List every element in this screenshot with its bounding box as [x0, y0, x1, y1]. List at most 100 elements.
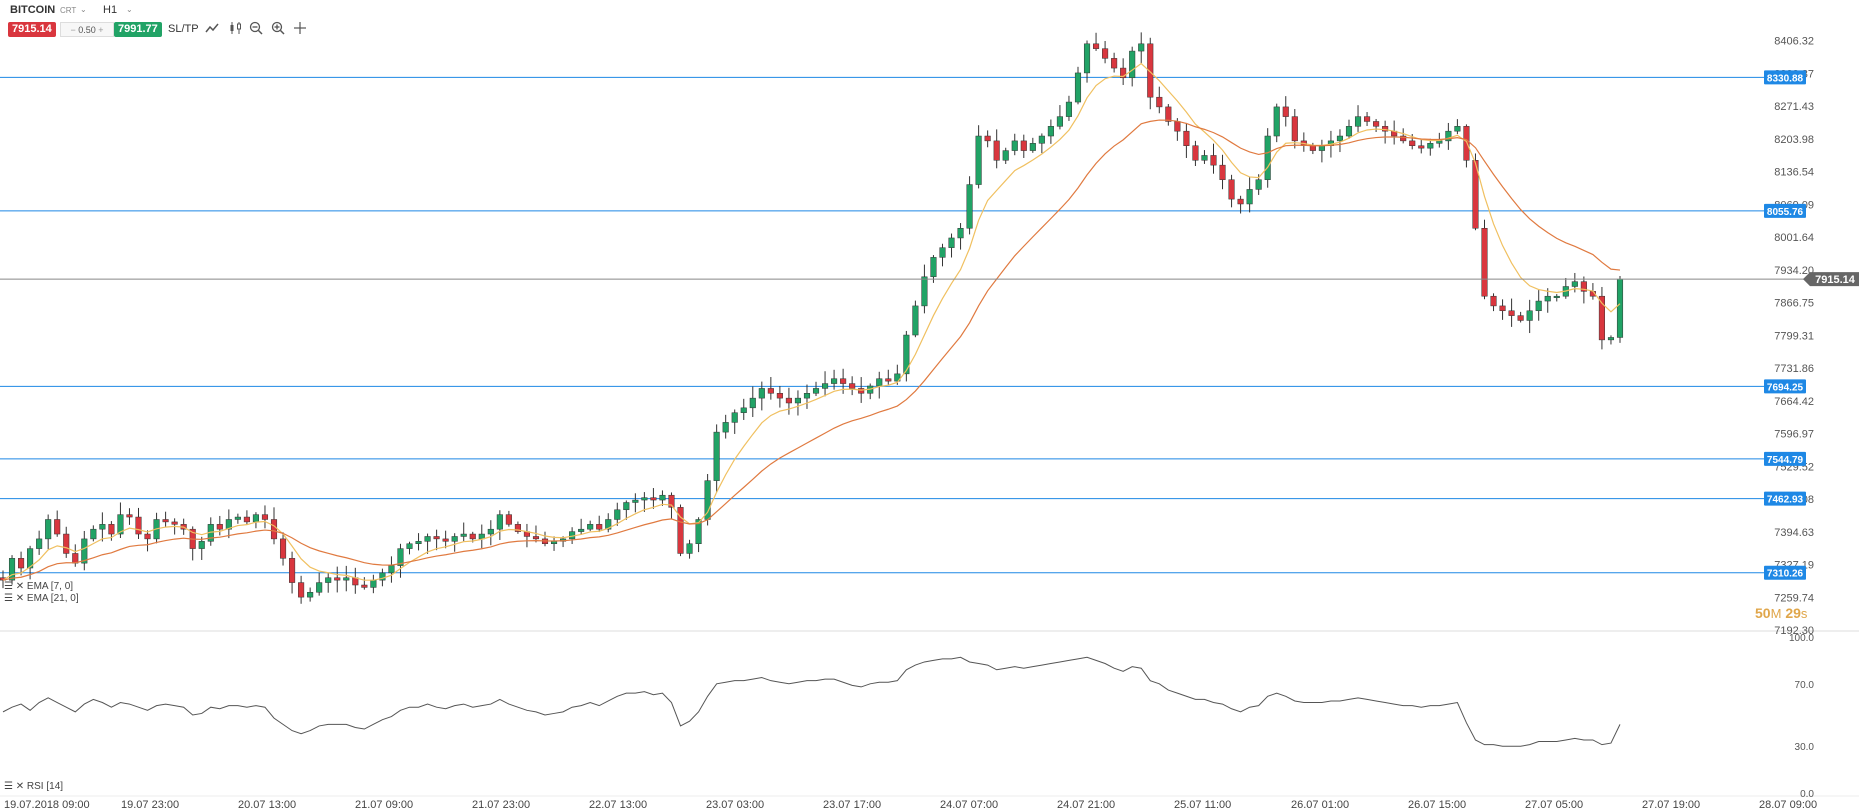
candle-body: [1219, 164, 1226, 180]
candle-body: [126, 514, 133, 518]
x-tick-label: 23.07 03:00: [706, 799, 764, 811]
ema-21-line: [2, 119, 1621, 581]
x-tick-label: 19.07 23:00: [121, 799, 179, 811]
symbol-name[interactable]: BITCOIN: [10, 4, 56, 16]
candles-icon[interactable]: [228, 21, 244, 37]
candle-body: [912, 305, 919, 336]
candle-body: [1183, 130, 1190, 146]
x-tick-label: 27.07 19:00: [1642, 799, 1700, 811]
candle-body: [632, 499, 639, 503]
zoom-out-icon[interactable]: [248, 21, 264, 37]
candle-body: [1273, 106, 1280, 137]
candle-body: [514, 524, 521, 532]
price-level-label: 7694.25: [1767, 382, 1804, 393]
candle-body: [1102, 48, 1109, 59]
candle-body: [198, 541, 205, 549]
buy-button[interactable]: 7991.77: [114, 22, 162, 37]
ema-21-legend[interactable]: ☰ ✕ EMA [21, 0]: [4, 593, 79, 604]
candle-body: [903, 334, 910, 375]
rsi-legend[interactable]: ☰ ✕ RSI [14]: [4, 781, 64, 792]
y-tick-label: 7934.20: [1774, 265, 1814, 277]
candle-body: [1373, 121, 1380, 127]
candle-body: [289, 558, 296, 583]
candle-body: [894, 373, 901, 382]
price-level-tag: [1764, 70, 1806, 85]
candle-body: [36, 538, 43, 549]
sell-button[interactable]: 7915.14: [8, 22, 56, 37]
candle-countdown-timer: 50M 29s: [1755, 605, 1808, 621]
y-tick-label: 7394.63: [1774, 527, 1814, 539]
candle-body: [1011, 140, 1018, 151]
candle-body: [424, 536, 431, 542]
candle-body: [243, 516, 250, 523]
candle-body: [1282, 106, 1289, 117]
candle-body: [99, 524, 106, 530]
y-tick-label: 7259.74: [1774, 592, 1814, 604]
candle-body: [686, 543, 693, 554]
x-tick-label: 21.07 23:00: [472, 799, 530, 811]
sltp-button[interactable]: SL/TP: [168, 23, 199, 35]
candle-body: [108, 524, 115, 535]
candle-body: [1138, 43, 1145, 52]
candle-body: [8, 558, 16, 581]
candle-body: [1553, 295, 1560, 298]
x-tick-label: 26.07 15:00: [1408, 799, 1466, 811]
candle-body: [1065, 101, 1073, 117]
x-tick-label: 23.07 17:00: [823, 799, 881, 811]
candle-body: [54, 519, 61, 535]
candle-body: [722, 422, 729, 433]
candle-body: [677, 507, 684, 554]
candle-body: [81, 538, 88, 564]
candle-body: [1210, 155, 1217, 166]
crosshair-icon[interactable]: [292, 21, 308, 37]
candle-body: [433, 536, 440, 540]
price-level-label: 7462.93: [1767, 495, 1804, 506]
timeframe-selector[interactable]: H1: [103, 4, 118, 16]
candle-body: [135, 516, 142, 535]
candle-body: [1291, 116, 1298, 142]
ema-7-legend[interactable]: ☰ ✕ EMA [7, 0]: [4, 581, 74, 592]
price-level-tag: [1764, 491, 1806, 506]
candle-body: [1029, 143, 1036, 151]
price-level-label: 8330.88: [1767, 73, 1804, 84]
candle-body: [90, 528, 97, 540]
candle-body: [343, 577, 350, 581]
y-tick-label: 7596.97: [1774, 429, 1814, 441]
candle-body: [948, 237, 955, 248]
candle-body: [1111, 58, 1118, 69]
candle-body: [749, 397, 756, 409]
candle-body: [1354, 116, 1362, 127]
price-level-tag: [1764, 451, 1806, 466]
candle-body: [939, 247, 946, 258]
candle-body: [695, 519, 702, 544]
candle-body: [63, 533, 70, 554]
line-chart-icon[interactable]: [204, 21, 220, 37]
ema-7-line: [2, 62, 1621, 581]
candle-body: [1472, 160, 1479, 229]
y-tick-label: 8271.43: [1774, 101, 1814, 113]
candle-body: [1192, 145, 1199, 161]
candle-body: [1020, 140, 1027, 151]
spread-value: − 0.50 +: [60, 22, 114, 37]
candle-body: [1120, 67, 1127, 79]
candle-body: [812, 388, 820, 394]
chevron-down-icon[interactable]: ⌄: [126, 5, 133, 14]
y-tick-label: 7866.75: [1774, 298, 1814, 310]
candle-body: [45, 519, 52, 540]
candle-body: [1436, 140, 1443, 144]
candle-body: [1093, 43, 1100, 49]
candle-body: [1038, 135, 1045, 144]
zoom-in-icon[interactable]: [270, 21, 286, 37]
candle-body: [18, 558, 25, 569]
x-tick-label: 19.07.2018 09:00: [4, 799, 90, 811]
candle-body: [731, 412, 738, 423]
candle-body: [388, 565, 395, 574]
candle-body: [858, 388, 865, 394]
rsi-tick-label: 30.0: [1795, 742, 1815, 753]
candle-body: [460, 533, 467, 537]
candle-body: [1409, 140, 1416, 146]
candle-body: [451, 536, 458, 542]
candle-body: [1237, 198, 1244, 205]
chevron-down-icon[interactable]: ⌄: [80, 5, 87, 14]
